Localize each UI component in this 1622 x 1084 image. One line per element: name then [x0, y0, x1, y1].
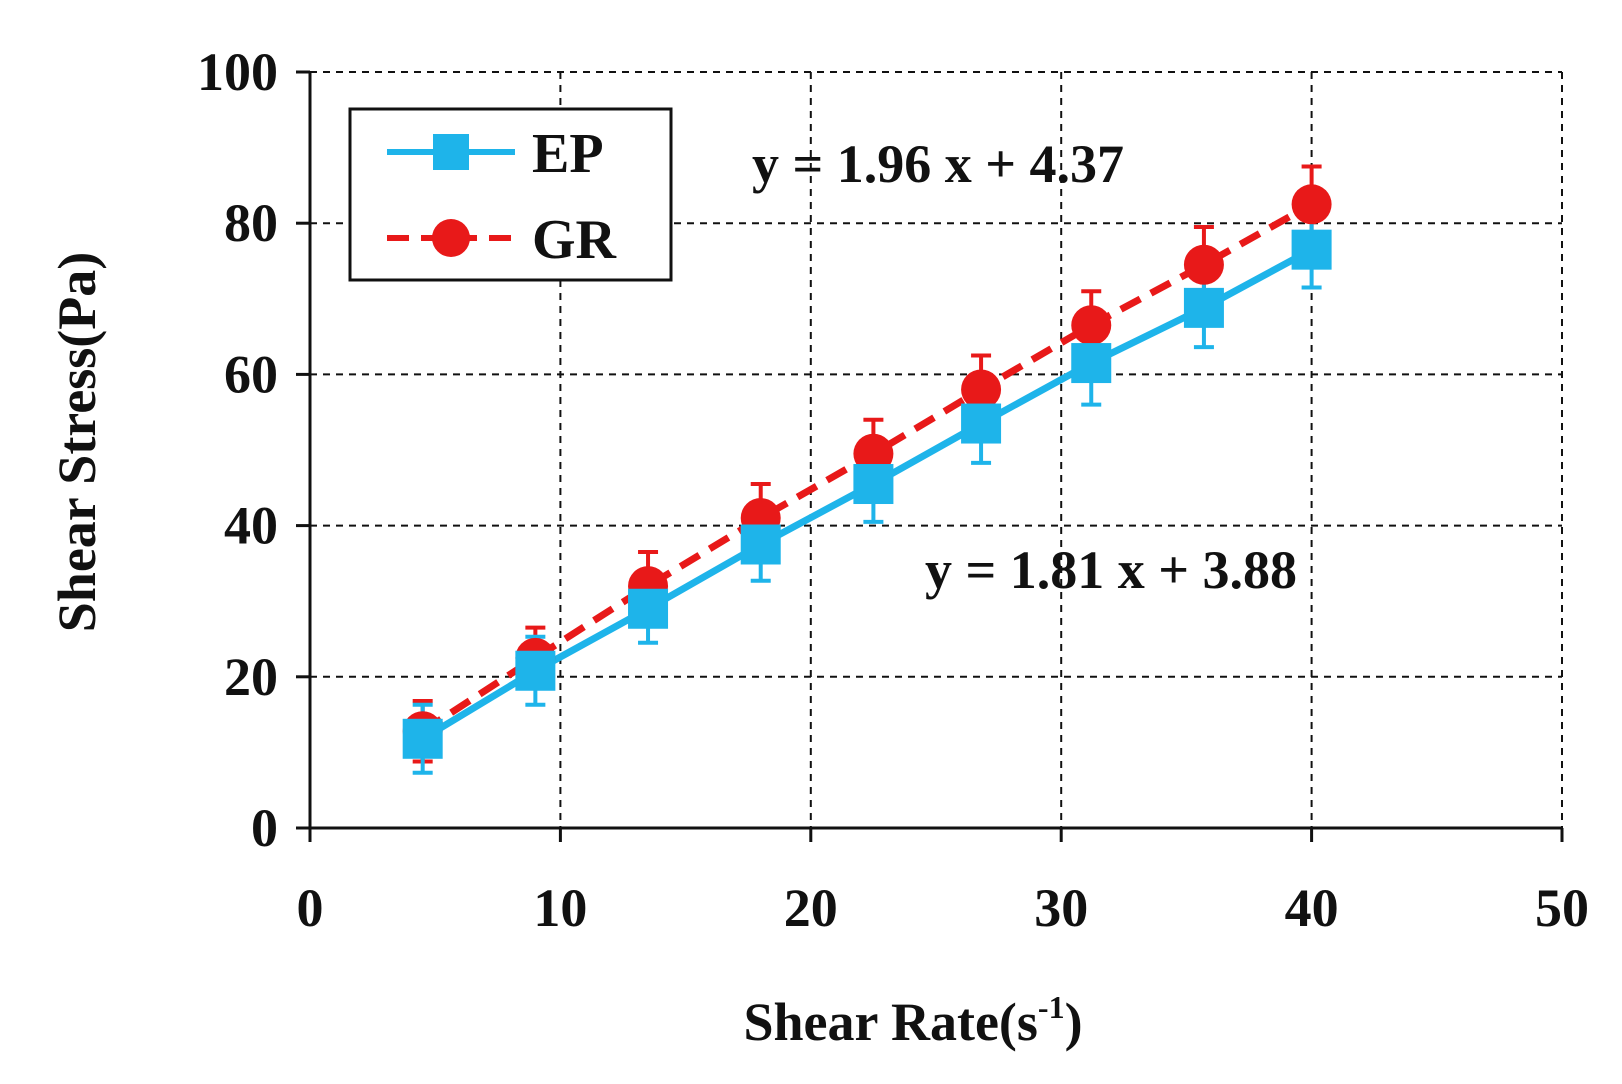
x-axis-label-superscript: -1 [1038, 989, 1065, 1025]
x-tick-label-40: 40 [1285, 878, 1339, 938]
axes [296, 70, 1564, 842]
gr-equation-annotation: y = 1.96 x + 4.37 [752, 134, 1124, 194]
legend-ep-marker [433, 134, 469, 170]
x-axis-label-end: ) [1065, 992, 1083, 1052]
ep-point-5 [961, 403, 1002, 444]
gr-point-6 [1071, 305, 1112, 346]
y-tick-label-80: 80 [224, 193, 278, 253]
legend-item-gr: GR [387, 209, 617, 271]
series-markers [402, 184, 1332, 759]
gr-point-8 [1291, 184, 1332, 225]
legend: EP GR [348, 107, 673, 282]
ep-point-6 [1071, 343, 1112, 384]
gr-point-7 [1183, 244, 1224, 285]
ep-point-1 [515, 650, 556, 691]
ep-point-4 [853, 464, 894, 505]
legend-box [348, 107, 673, 282]
legend-ep-label: EP [532, 123, 604, 185]
ep-equation-annotation: y = 1.81 x + 3.88 [925, 540, 1297, 600]
y-axis-label: Shear Stress(Pa) [47, 252, 107, 632]
x-tick-label-20: 20 [784, 878, 838, 938]
ep-markers-front [402, 229, 1332, 759]
ep-point-8 [1291, 229, 1332, 270]
tick-labels: 0 10 20 30 40 50 0 20 40 60 80 100 [197, 42, 1589, 938]
x-tick-label-10: 10 [533, 878, 587, 938]
x-tick-label-0: 0 [297, 878, 324, 938]
x-axis-label-main: Shear Rate(s [743, 992, 1037, 1052]
x-axis-label: Shear Rate(s-1) [743, 989, 1082, 1052]
ep-point-7 [1183, 287, 1224, 328]
gr-point-4 [853, 433, 894, 474]
ep-point-2 [628, 588, 669, 629]
ep-point-0 [402, 718, 443, 759]
y-tick-label-20: 20 [224, 647, 278, 707]
legend-gr-marker [432, 219, 470, 257]
ep-point-3 [740, 524, 781, 565]
legend-gr-label: GR [532, 209, 617, 271]
y-tick-label-60: 60 [224, 344, 278, 404]
y-tick-label-40: 40 [224, 496, 278, 556]
y-tick-label-0: 0 [251, 798, 278, 858]
legend-item-ep: EP [387, 123, 604, 185]
x-tick-label-30: 30 [1034, 878, 1088, 938]
gr-point-5 [961, 369, 1002, 410]
y-tick-label-100: 100 [197, 42, 278, 102]
x-tick-label-50: 50 [1535, 878, 1589, 938]
